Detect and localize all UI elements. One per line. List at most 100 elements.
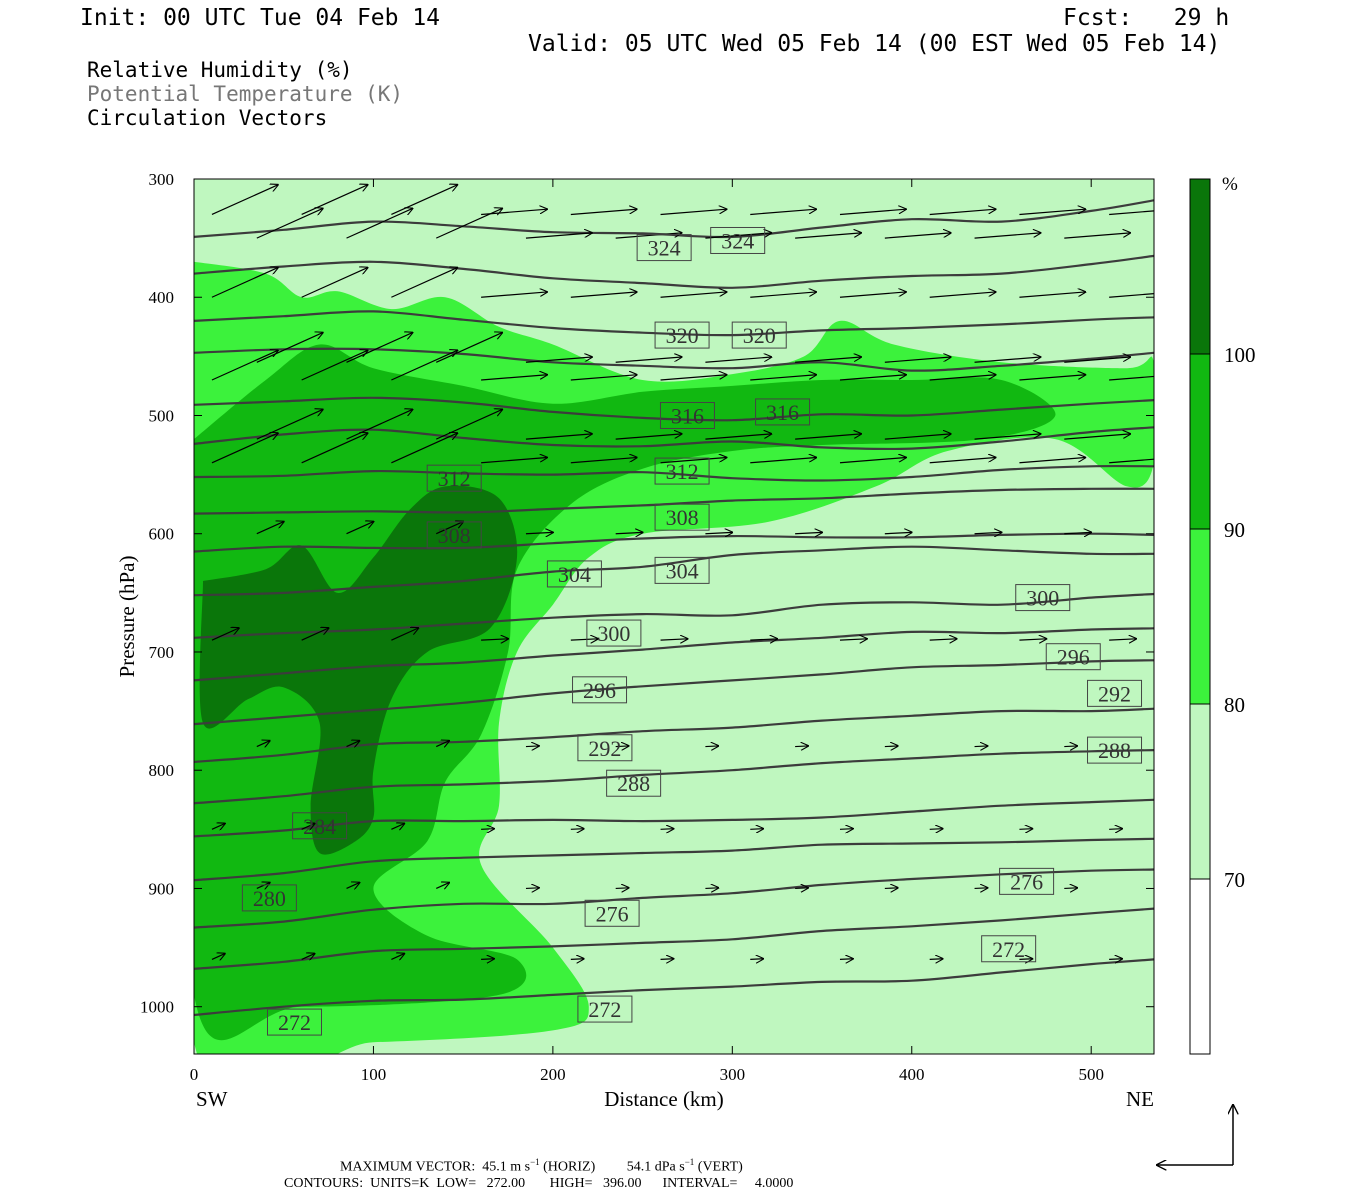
circulation-vector xyxy=(1064,357,1130,363)
contour-label: 316 xyxy=(659,401,715,429)
circulation-vector xyxy=(1019,959,1032,960)
circulation-vector xyxy=(929,829,943,830)
circulation-vector xyxy=(211,433,278,464)
circulation-vector xyxy=(1019,375,1085,381)
theta-contour-272 xyxy=(194,958,1154,1017)
svg-text:312: 312 xyxy=(666,459,699,484)
circulation-vector xyxy=(570,375,637,381)
sw-label: SW xyxy=(196,1087,228,1111)
circulation-vector xyxy=(750,639,777,640)
svg-text:276: 276 xyxy=(596,901,629,926)
legend-relative-humidity: Relative Humidity (%) xyxy=(87,58,353,82)
circulation-vector xyxy=(705,233,771,239)
contour-label: 304 xyxy=(654,556,710,584)
x-axis-label: Distance (km) xyxy=(604,1087,724,1111)
circulation-vector xyxy=(256,333,323,363)
forecast-hour: Fcst: 29 h xyxy=(1063,5,1230,31)
circulation-vector xyxy=(929,209,996,216)
circulation-vector xyxy=(301,628,329,641)
circulation-vector xyxy=(1109,639,1136,640)
circulation-vector xyxy=(750,292,816,298)
contour-label: 276 xyxy=(999,867,1055,895)
circulation-vector xyxy=(435,741,449,747)
svg-text:320: 320 xyxy=(743,323,776,348)
circulation-vector xyxy=(211,823,225,829)
contour-label: 308 xyxy=(426,521,482,549)
circulation-vector xyxy=(256,883,270,889)
theta-contour-308 xyxy=(194,487,1154,515)
circulation-vector xyxy=(211,954,225,960)
circulation-vector xyxy=(570,458,637,464)
circulation-vector xyxy=(391,954,404,960)
circulation-vector xyxy=(795,434,861,440)
circulation-vector xyxy=(346,522,374,535)
svg-text:276: 276 xyxy=(1010,869,1043,894)
circulation-vector xyxy=(750,458,816,464)
circulation-vector xyxy=(929,292,996,298)
circulation-vector xyxy=(481,458,547,464)
svg-text:300: 300 xyxy=(1026,586,1059,611)
contour-label: 292 xyxy=(577,734,633,762)
svg-text:296: 296 xyxy=(583,678,616,703)
x-tick-label: 300 xyxy=(720,1065,746,1084)
contour-label: 288 xyxy=(606,769,662,797)
colorbar-band xyxy=(1189,878,1211,1055)
contour-label: 312 xyxy=(426,464,482,492)
svg-text:320: 320 xyxy=(666,323,699,348)
contour-label: 296 xyxy=(572,676,628,704)
circulation-vector xyxy=(1019,829,1032,830)
circulation-vector xyxy=(1064,746,1077,747)
max-vector-vertical-label: (VERT) xyxy=(697,1159,743,1175)
svg-text:272: 272 xyxy=(992,937,1025,962)
circulation-vector xyxy=(211,628,239,641)
circulation-vector xyxy=(256,208,323,239)
x-tick-label: 500 xyxy=(1078,1065,1104,1084)
circulation-vector xyxy=(391,628,418,641)
circulation-vector xyxy=(570,209,637,216)
circulation-vector xyxy=(839,458,906,464)
y-tick-label: 900 xyxy=(149,879,175,898)
circulation-vector xyxy=(481,292,547,298)
y-tick-label: 700 xyxy=(149,643,175,662)
circulation-vector xyxy=(525,888,539,889)
y-axis-label: Pressure (hPa) xyxy=(115,556,139,678)
circulation-vector xyxy=(301,433,368,464)
circulation-vector xyxy=(615,888,629,889)
circulation-vector xyxy=(570,292,637,298)
circulation-vector xyxy=(1019,458,1085,464)
contour-label: 304 xyxy=(546,560,602,588)
circulation-vector xyxy=(525,357,592,363)
contour-label: 300 xyxy=(586,619,642,647)
circulation-vector xyxy=(660,829,674,830)
circulation-vector xyxy=(570,829,584,830)
legend-circulation-vectors: Circulation Vectors xyxy=(87,106,328,130)
colorbar-tick-label: 80 xyxy=(1224,693,1245,717)
circulation-vector xyxy=(615,233,682,239)
contours-note: CONTOURS: UNITS=K LOW= 272.00 HIGH= 396.… xyxy=(284,1176,794,1191)
circulation-vector xyxy=(929,959,943,960)
colorbar-band xyxy=(1189,353,1211,530)
y-tick-label: 500 xyxy=(149,406,175,425)
y-tick-label: 800 xyxy=(149,761,175,780)
circulation-vector xyxy=(750,959,763,960)
circulation-vector xyxy=(346,208,413,239)
circulation-vector xyxy=(301,350,368,381)
circulation-vector xyxy=(391,350,457,381)
circulation-vector xyxy=(346,741,360,747)
contour-label: 280 xyxy=(241,884,297,912)
svg-text:272: 272 xyxy=(588,997,621,1022)
contour-label: 272 xyxy=(577,995,633,1023)
colorbar-band xyxy=(1189,703,1211,880)
svg-text:308: 308 xyxy=(666,505,699,530)
y-tick-label: 400 xyxy=(149,288,175,307)
svg-text:324: 324 xyxy=(721,228,754,253)
circulation-vector xyxy=(750,375,816,381)
circulation-vector xyxy=(795,888,808,889)
circulation-vector xyxy=(211,350,278,381)
x-tick-label: 200 xyxy=(540,1065,566,1084)
svg-text:288: 288 xyxy=(1098,738,1131,763)
circulation-vector xyxy=(1019,292,1085,298)
circulation-vector xyxy=(839,375,906,381)
theta-contour-320 xyxy=(194,347,1154,372)
circulation-vector xyxy=(1109,959,1122,960)
